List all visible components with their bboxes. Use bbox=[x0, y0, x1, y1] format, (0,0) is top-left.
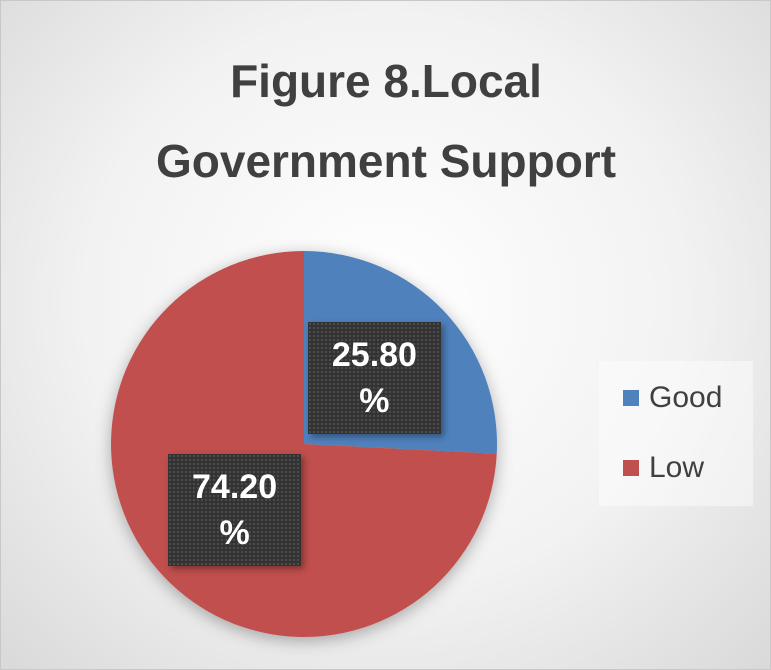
legend-label: Good bbox=[649, 381, 723, 414]
legend-swatch bbox=[623, 390, 639, 406]
legend-item: Low bbox=[623, 450, 704, 486]
legend-item: Good bbox=[623, 380, 722, 416]
data-label: 25.80% bbox=[307, 321, 441, 434]
pie-group bbox=[110, 251, 497, 637]
data-label: 74.20% bbox=[168, 454, 302, 567]
legend: Good Low bbox=[599, 361, 753, 506]
chart-title: Figure 8.Local Government Support bbox=[155, 55, 617, 187]
legend-swatch bbox=[623, 460, 639, 476]
legend-label: Low bbox=[649, 451, 705, 484]
